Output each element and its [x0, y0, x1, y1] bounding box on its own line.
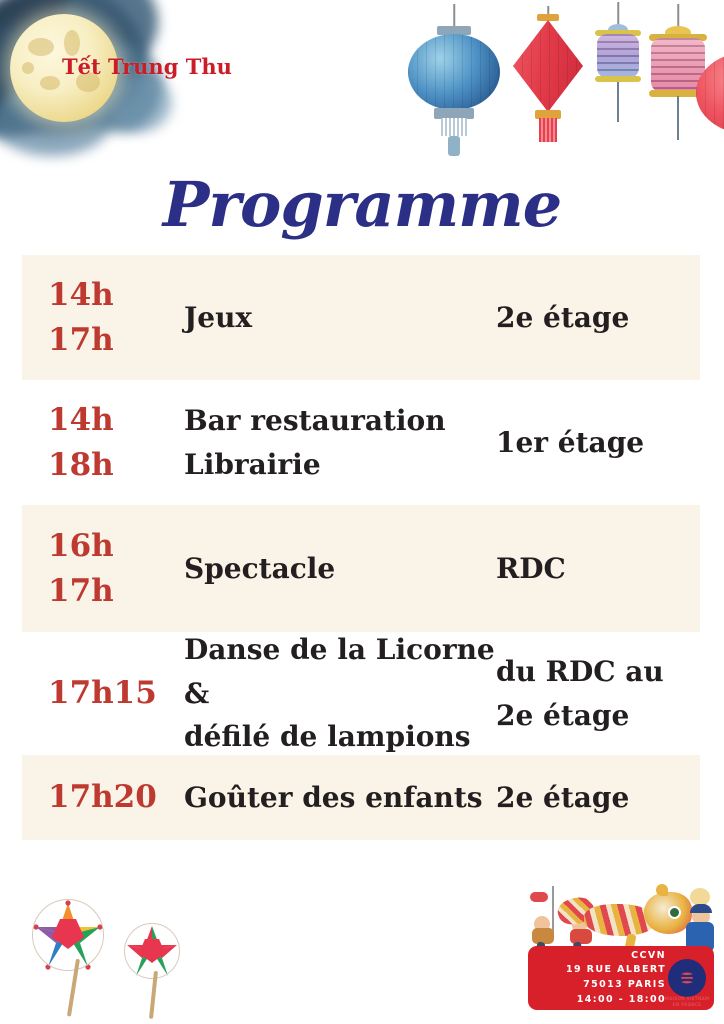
row-activity: Spectacle [168, 547, 496, 590]
activity-line: Danse de la Licorne & [184, 633, 495, 710]
ccvn-logo-caption: MAISON VIETNAM EN FRANCE [664, 996, 710, 1007]
fan-bearer-hat [690, 904, 712, 913]
purple-cylinder-lantern-icon [594, 2, 642, 142]
time-line: 17h [48, 321, 114, 358]
moon-disc [10, 14, 118, 122]
activity-line: Bar restauration [184, 404, 446, 438]
venue-badge[interactable]: CCVN 19 RUE ALBERT 75013 PARIS 14:00 - 1… [528, 946, 714, 1010]
table-row: 14h 17h Jeux 2e étage [22, 255, 700, 380]
flag-icon [530, 892, 548, 902]
programme-table: 14h 17h Jeux 2e étage 14h 18h Bar restau… [22, 255, 700, 840]
row-time: 17h20 [36, 775, 168, 820]
location-line: du RDC au [496, 655, 664, 689]
table-row: 17h15 Danse de la Licorne & défilé de la… [22, 632, 700, 755]
multicolor-star-lantern-icon [32, 899, 104, 971]
red-diamond-lantern-icon [512, 6, 584, 146]
activity-line: défilé de lampions [184, 720, 471, 754]
time-line: 17h20 [48, 779, 157, 816]
location-line: 2e étage [496, 780, 630, 814]
row-location: 1er étage [496, 421, 686, 464]
time-line: 14h [48, 401, 114, 438]
location-line: 1er étage [496, 425, 645, 459]
ccvn-logo-icon [668, 959, 706, 997]
row-location: 2e étage [496, 776, 686, 819]
row-time: 16h 17h [36, 524, 168, 614]
venue-address-block: CCVN 19 RUE ALBERT 75013 PARIS 14:00 - 1… [566, 949, 666, 1008]
location-line: 2e étage [496, 698, 630, 732]
location-line: RDC [496, 551, 566, 585]
dancer-body [532, 928, 554, 944]
row-time: 14h 17h [36, 273, 168, 363]
event-name-label: Tết Trung Thu [62, 54, 232, 79]
page-title: Programme [162, 168, 562, 241]
star-lantern-group [14, 889, 224, 1024]
lantern-illustration-group [394, 0, 724, 175]
row-location: RDC [496, 547, 686, 590]
row-activity: Jeux [168, 296, 496, 339]
time-line: 16h [48, 527, 114, 564]
lion-dance-illustration [522, 882, 718, 960]
flag-pole [552, 886, 554, 934]
table-row: 17h20 Goûter des enfants 2e étage [22, 755, 700, 840]
lion-eye [668, 906, 681, 919]
activity-line: Jeux [184, 300, 253, 334]
time-line: 17h15 [48, 675, 157, 712]
venue-name: CCVN [631, 949, 666, 961]
venue-hours: 14:00 - 18:00 [576, 993, 666, 1005]
activity-line: Librairie [184, 447, 321, 481]
row-time: 17h15 [36, 671, 168, 716]
time-line: 18h [48, 446, 114, 483]
dancer-body [570, 929, 592, 944]
venue-street: 19 RUE ALBERT [565, 964, 666, 976]
row-activity: Danse de la Licorne & défilé de lampions [168, 628, 496, 758]
blue-round-lantern-icon [406, 4, 502, 156]
pink-cylinder-lantern-icon [648, 4, 708, 154]
row-location: 2e étage [496, 296, 686, 339]
lion-horn [656, 884, 668, 896]
location-line: 2e étage [496, 300, 630, 334]
activity-line: Goûter des enfants [184, 780, 483, 814]
time-line: 17h [48, 572, 114, 609]
fan-icon [690, 888, 710, 906]
table-row: 16h 17h Spectacle RDC [22, 505, 700, 632]
ccvn-logo-mark [677, 968, 697, 988]
moon-illustration [0, 0, 198, 166]
red-round-lantern-icon [694, 2, 724, 174]
table-row: 14h 18h Bar restauration Librairie 1er é… [22, 380, 700, 505]
activity-line: Spectacle [184, 551, 336, 585]
time-line: 14h [48, 276, 114, 313]
row-activity: Goûter des enfants [168, 776, 496, 819]
row-location: du RDC au 2e étage [496, 650, 686, 737]
red-green-star-lantern-icon [124, 923, 180, 979]
venue-city: 75013 PARIS [583, 979, 666, 990]
row-time: 14h 18h [36, 398, 168, 488]
row-activity: Bar restauration Librairie [168, 399, 496, 486]
